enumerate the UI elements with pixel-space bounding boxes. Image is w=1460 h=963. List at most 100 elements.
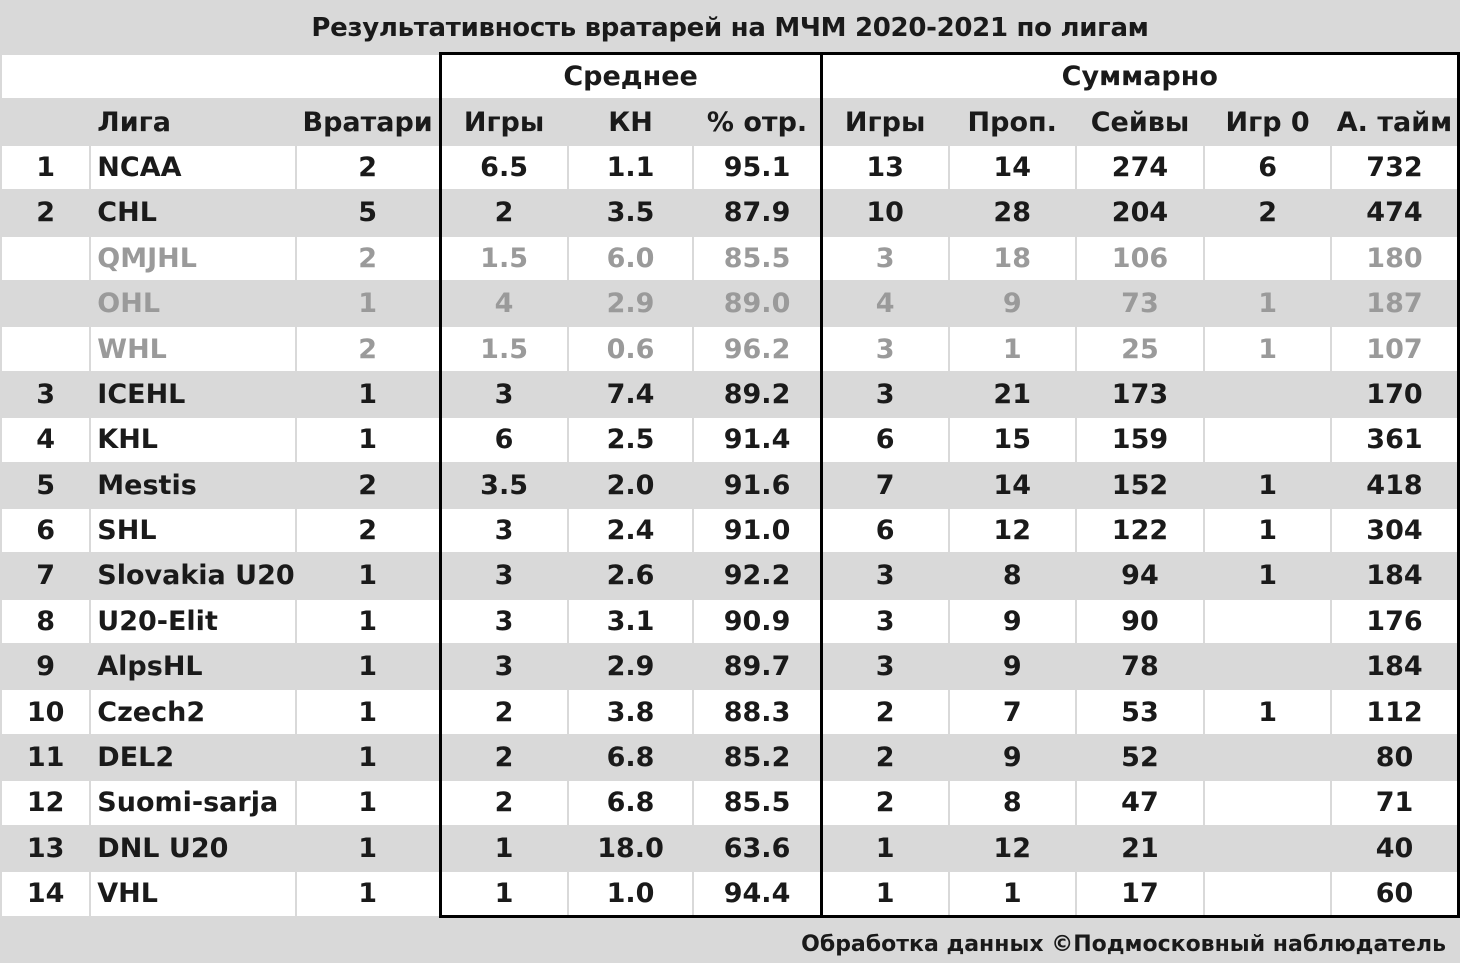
cell-time: 60 (1329, 870, 1460, 919)
cell-rank: 14 (0, 870, 92, 918)
cell-goals-against: 7 (947, 688, 1077, 736)
cell-total-games: 2 (819, 779, 950, 827)
cell-save-pct: 89.2 (692, 370, 823, 419)
cell-league: Mestis (89, 461, 297, 509)
cell-total-games: 2 (819, 688, 950, 736)
table-title: Результативность вратарей на МЧМ 2020-20… (311, 13, 1149, 43)
cell-time: 112 (1329, 688, 1460, 736)
cell-goalies: 1 (294, 370, 442, 419)
col-header-gaa: КН (566, 98, 695, 146)
cell-goals-against: 9 (947, 733, 1077, 782)
cell-time: 184 (1329, 643, 1460, 691)
cell-goalies: 2 (294, 506, 442, 555)
cell-gaa: 3.1 (566, 597, 695, 646)
cell-rank: 5 (0, 461, 92, 509)
cell-league: AlpsHL (89, 643, 297, 691)
cell-rank: 11 (0, 733, 92, 782)
cell-total-games: 1 (819, 824, 950, 873)
cell-rank: 8 (0, 597, 92, 646)
cell-gaa: 0.6 (566, 325, 695, 373)
table-row: QMJHL 2 1.5 6.0 85.5 3 18 106 180 (0, 234, 1460, 282)
cell-gaa: 2.5 (566, 416, 695, 464)
cell-avg-games: 1.5 (438, 234, 569, 282)
cell-shutouts (1203, 643, 1332, 691)
cell-goalies: 1 (294, 870, 442, 918)
cell-rank: 9 (0, 643, 92, 691)
cell-save-pct: 94.4 (692, 870, 823, 919)
cell-goals-against: 14 (947, 461, 1077, 509)
col-header-rank (0, 98, 92, 146)
cell-time: 304 (1329, 506, 1460, 555)
cell-save-pct: 85.5 (692, 779, 823, 827)
cell-shutouts: 6 (1203, 143, 1332, 192)
cell-goals-against: 9 (947, 279, 1077, 328)
cell-shutouts (1203, 870, 1332, 919)
cell-total-games: 3 (819, 643, 950, 691)
cell-time: 184 (1329, 552, 1460, 600)
col-header-time: А. тайм (1329, 98, 1460, 146)
table-row: 10 Czech2 1 2 3.8 88.3 2 7 53 1 112 (0, 688, 1460, 736)
cell-goalies: 2 (294, 143, 442, 192)
cell-gaa: 3.8 (566, 688, 695, 736)
cell-league: DEL2 (89, 733, 297, 782)
cell-saves: 106 (1074, 234, 1206, 282)
cell-shutouts (1203, 416, 1332, 464)
cell-save-pct: 95.1 (692, 143, 823, 192)
cell-goalies: 1 (294, 597, 442, 646)
cell-save-pct: 88.3 (692, 688, 823, 736)
cell-goals-against: 1 (947, 325, 1077, 373)
cell-time: 107 (1329, 325, 1460, 373)
table-row: 13 DNL U20 1 1 18.0 63.6 1 12 21 40 (0, 824, 1460, 873)
cell-goalies: 1 (294, 688, 442, 736)
cell-goals-against: 14 (947, 143, 1077, 192)
cell-shutouts: 1 (1203, 506, 1332, 555)
cell-save-pct: 87.9 (692, 189, 823, 237)
cell-time: 176 (1329, 597, 1460, 646)
cell-goals-against: 9 (947, 597, 1077, 646)
cell-time: 418 (1329, 461, 1460, 509)
cell-goals-against: 18 (947, 234, 1077, 282)
footer-credit: Обработка данных ©Подмосковный наблюдате… (801, 932, 1446, 957)
cell-league: KHL (89, 416, 297, 464)
group-header-row: Среднее Суммарно (0, 52, 1460, 101)
cell-goalies: 1 (294, 279, 442, 328)
cell-gaa: 2.9 (566, 279, 695, 328)
cell-save-pct: 89.0 (692, 279, 823, 328)
cell-avg-games: 3 (438, 370, 569, 419)
goalie-stats-table: Среднее Суммарно Лига Вратари Игры КН % … (0, 52, 1460, 919)
cell-avg-games: 1 (438, 870, 569, 919)
cell-rank: 7 (0, 552, 92, 600)
cell-shutouts: 1 (1203, 461, 1332, 509)
cell-goalies: 1 (294, 552, 442, 600)
cell-saves: 21 (1074, 824, 1206, 873)
cell-avg-games: 2 (438, 779, 569, 827)
cell-save-pct: 91.0 (692, 506, 823, 555)
cell-save-pct: 91.6 (692, 461, 823, 509)
cell-time: 71 (1329, 779, 1460, 827)
cell-shutouts: 2 (1203, 189, 1332, 237)
cell-total-games: 3 (819, 597, 950, 646)
cell-gaa: 2.6 (566, 552, 695, 600)
cell-saves: 73 (1074, 279, 1206, 328)
cell-goalies: 1 (294, 779, 442, 827)
cell-league: CHL (89, 189, 297, 237)
cell-save-pct: 85.2 (692, 733, 823, 782)
cell-saves: 152 (1074, 461, 1206, 509)
cell-total-games: 3 (819, 234, 950, 282)
cell-time: 187 (1329, 279, 1460, 328)
cell-goals-against: 1 (947, 870, 1077, 919)
cell-avg-games: 2 (438, 189, 569, 237)
cell-rank (0, 279, 92, 328)
cell-total-games: 13 (819, 143, 950, 192)
cell-gaa: 1.0 (566, 870, 695, 919)
cell-goals-against: 9 (947, 643, 1077, 691)
cell-save-pct: 63.6 (692, 824, 823, 873)
cell-gaa: 2.9 (566, 643, 695, 691)
cell-goals-against: 15 (947, 416, 1077, 464)
table-row: 3 ICEHL 1 3 7.4 89.2 3 21 173 170 (0, 370, 1460, 419)
cell-shutouts: 1 (1203, 688, 1332, 736)
table-row: OHL 1 4 2.9 89.0 4 9 73 1 187 (0, 279, 1460, 328)
table-row: 7 Slovakia U20 1 3 2.6 92.2 3 8 94 1 184 (0, 552, 1460, 600)
cell-saves: 94 (1074, 552, 1206, 600)
table-row: WHL 2 1.5 0.6 96.2 3 1 25 1 107 (0, 325, 1460, 373)
